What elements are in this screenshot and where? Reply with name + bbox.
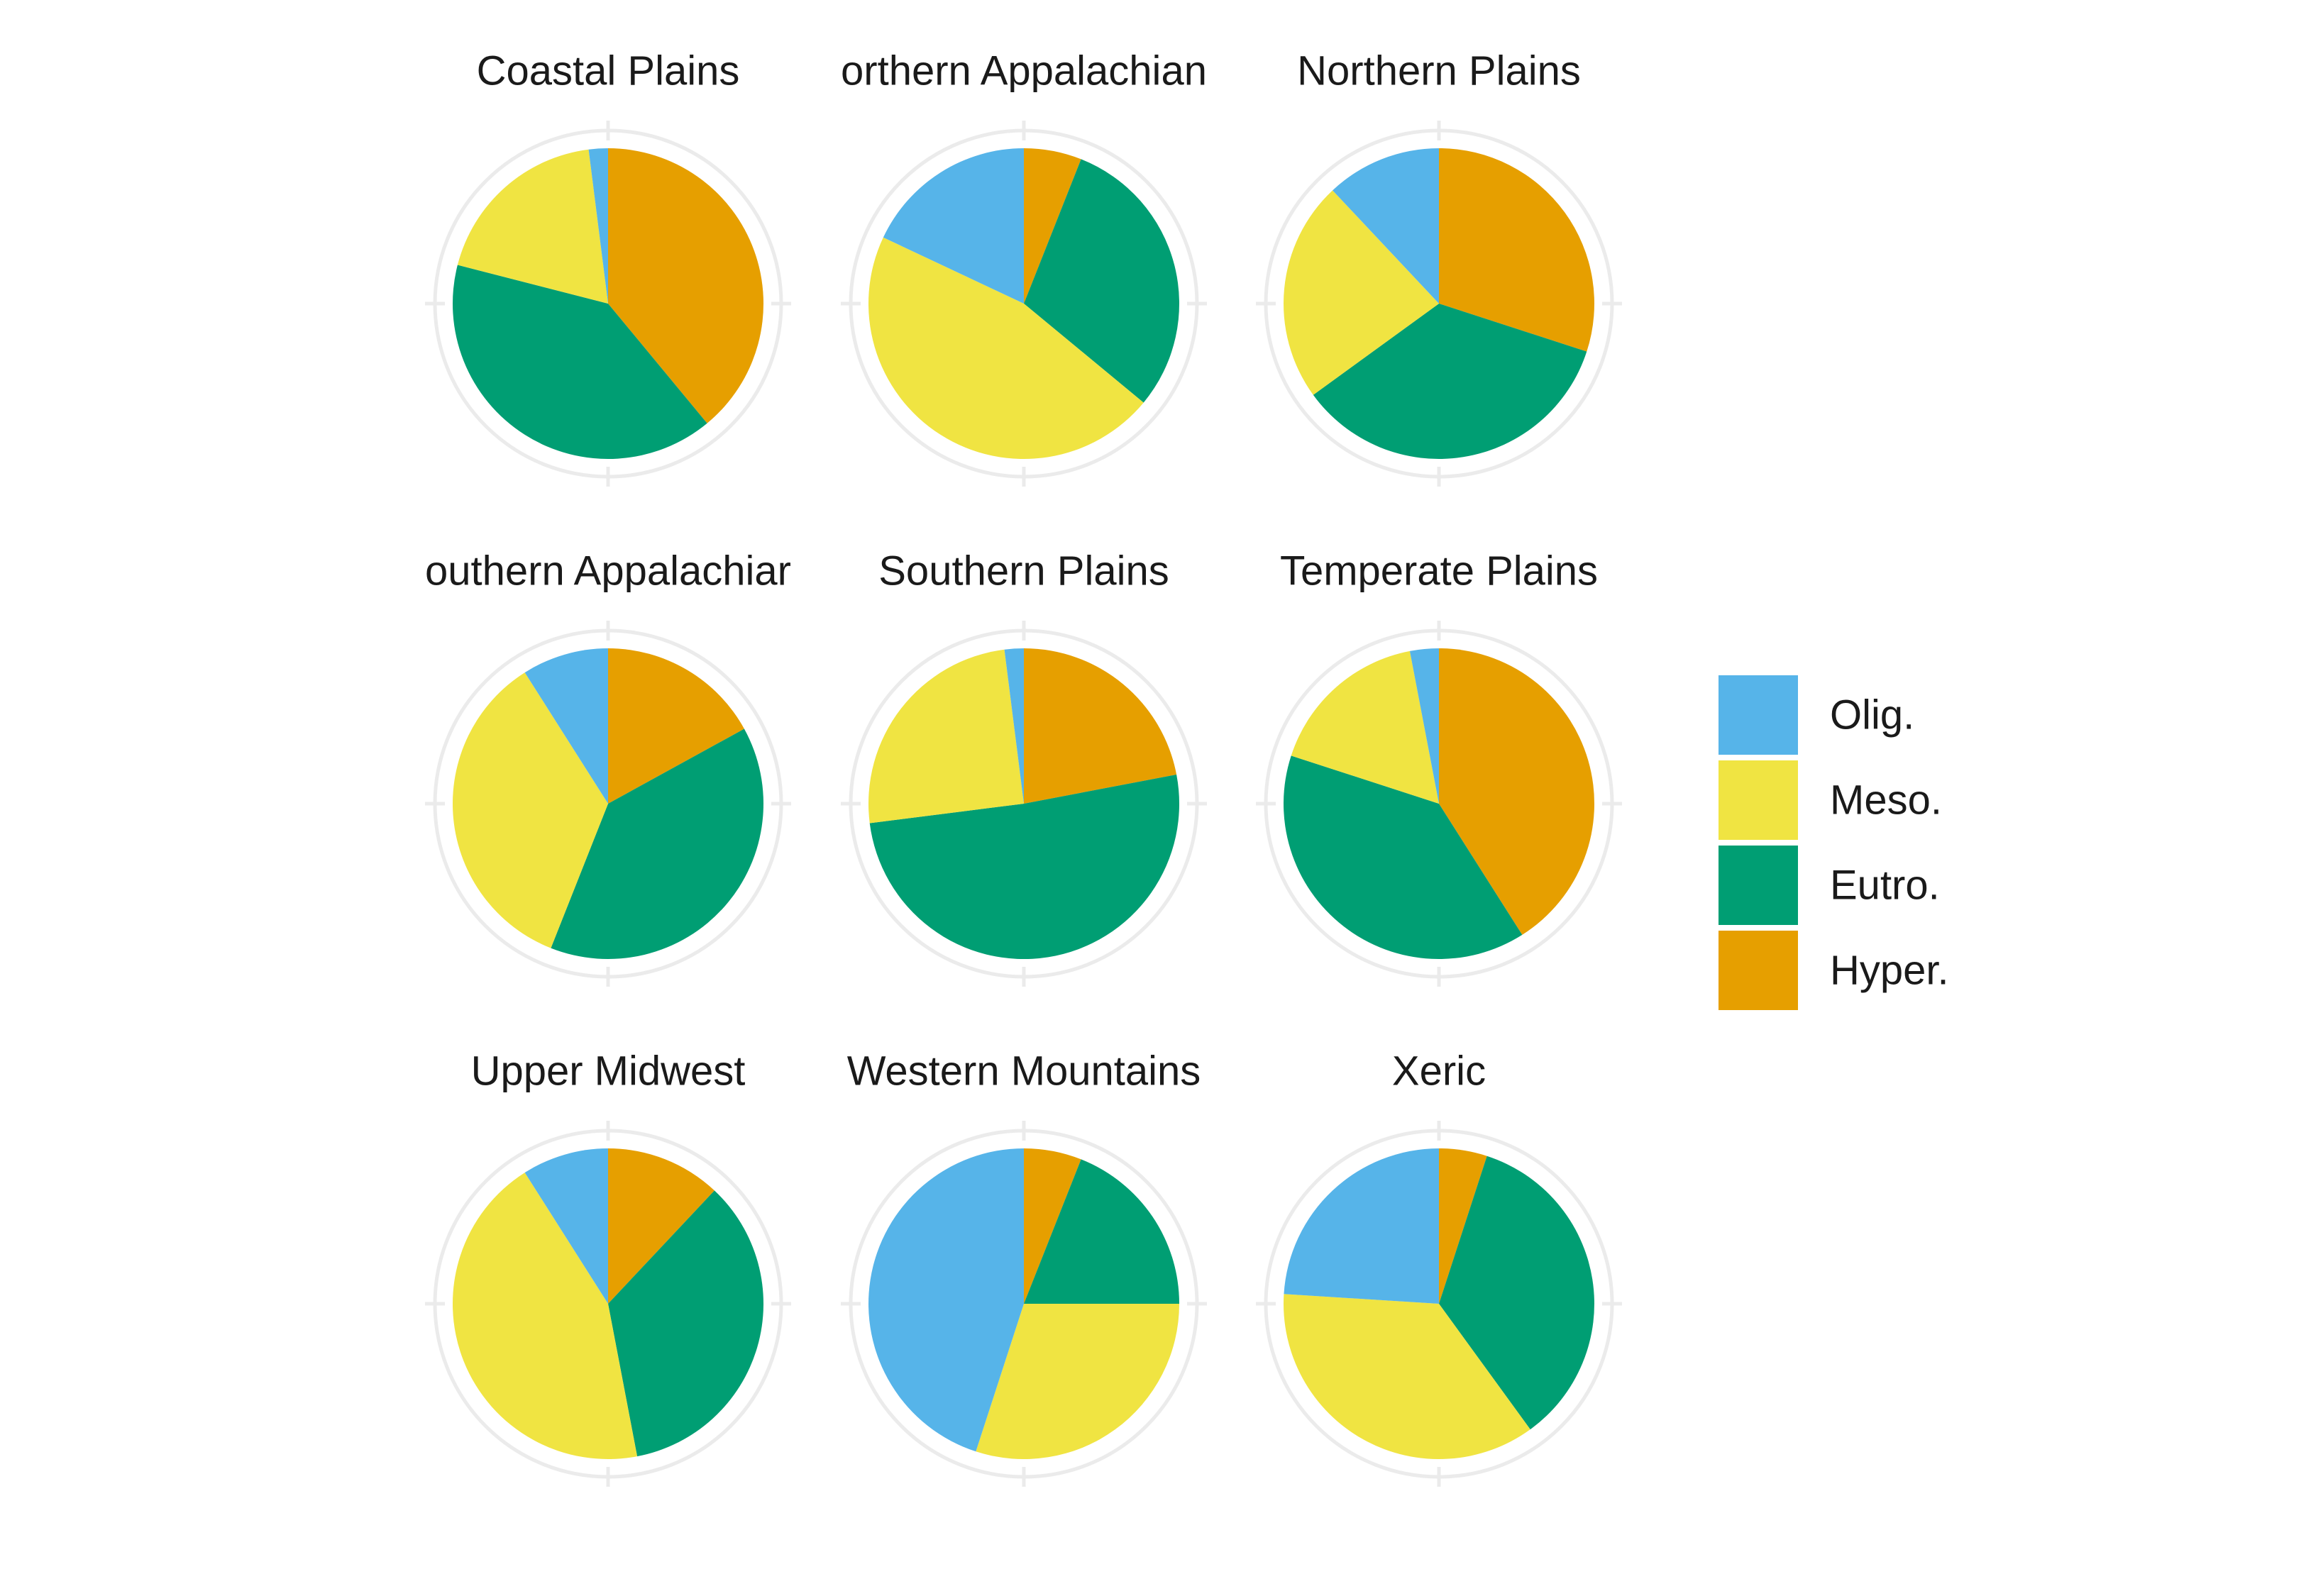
slice-temperate-plains-hyper [1439, 648, 1595, 935]
slice-xeric-olig [1284, 1148, 1439, 1304]
slice-xeric-hyper [1439, 1148, 1487, 1304]
panel-southern-plains: Southern Plains [841, 548, 1207, 987]
slice-southern-appalachian-eutro [551, 728, 763, 959]
slice-coastal-plains-olig [588, 148, 608, 304]
slice-southern-plains-olig [1004, 648, 1024, 804]
slice-upper-midwest-eutro [608, 1190, 763, 1457]
slice-temperate-plains-eutro [1284, 755, 1523, 960]
panel-southern-appalachian: outhern Appalachiar [425, 548, 791, 987]
panel-northern-appalachian: orthern Appalachian [841, 48, 1207, 487]
slice-western-mountains-eutro [1024, 1159, 1179, 1304]
slice-northern-appalachian-meso [868, 237, 1144, 460]
slice-southern-appalachian-olig [524, 648, 608, 804]
slice-temperate-plains-meso [1291, 650, 1439, 804]
panel-title-southern-appalachian: outhern Appalachiar [425, 548, 791, 594]
panel-title-northern-plains: Northern Plains [1297, 48, 1581, 94]
slice-southern-plains-eutro [869, 774, 1180, 960]
slice-coastal-plains-eutro [453, 265, 707, 460]
panel-xeric: Xeric [1256, 1048, 1622, 1487]
slice-northern-plains-hyper [1439, 148, 1594, 352]
panel-title-temperate-plains: Temperate Plains [1280, 548, 1598, 594]
slice-upper-midwest-hyper [608, 1148, 715, 1304]
slice-xeric-eutro [1439, 1156, 1594, 1430]
slice-coastal-plains-meso [457, 149, 608, 304]
legend-key-olig [1719, 675, 1798, 755]
legend-item-olig: Olig. [1719, 675, 1914, 755]
slice-coastal-plains-hyper [608, 148, 764, 423]
panel-northern-plains: Northern Plains [1256, 48, 1622, 487]
slice-temperate-plains-olig [1409, 648, 1439, 804]
slice-western-mountains-meso [976, 1304, 1179, 1459]
panel-title-northern-appalachian: orthern Appalachian [841, 48, 1207, 94]
slice-southern-plains-meso [868, 649, 1024, 824]
slice-northern-plains-meso [1284, 190, 1439, 395]
legend-label-olig: Olig. [1830, 692, 1914, 738]
legend-label-meso: Meso. [1830, 777, 1942, 824]
slice-southern-plains-hyper [1024, 648, 1177, 804]
legend-item-hyper: Hyper. [1719, 931, 1949, 1010]
legend-key-eutro [1719, 846, 1798, 925]
facet-panels: Coastal Plains orthern Appalachian Norther… [425, 48, 1622, 1487]
slice-northern-plains-olig [1333, 148, 1439, 304]
panel-title-xeric: Xeric [1392, 1048, 1486, 1095]
slice-southern-appalachian-meso [452, 672, 608, 948]
panel-temperate-plains: Temperate Plains [1256, 548, 1622, 987]
panel-title-coastal-plains: Coastal Plains [477, 48, 740, 94]
legend-label-eutro: Eutro. [1830, 863, 1940, 909]
legend-label-hyper: Hyper. [1830, 948, 1949, 994]
slice-upper-midwest-olig [524, 1148, 608, 1304]
panel-title-southern-plains: Southern Plains [878, 548, 1169, 594]
slice-northern-appalachian-olig [883, 148, 1024, 304]
panel-title-upper-midwest: Upper Midwest [471, 1048, 746, 1095]
slice-northern-plains-eutro [1313, 304, 1587, 459]
slice-southern-appalachian-hyper [608, 648, 744, 804]
panel-title-western-mountains: Western Mountains [847, 1048, 1201, 1095]
panel-upper-midwest: Upper Midwest [425, 1048, 791, 1487]
legend-item-eutro: Eutro. [1719, 846, 1940, 925]
slice-upper-midwest-meso [452, 1173, 638, 1460]
legend: Olig. Meso. Eutro. Hyper. [1719, 675, 1949, 1010]
panel-western-mountains: Western Mountains [841, 1048, 1207, 1487]
legend-key-hyper [1719, 931, 1798, 1010]
panel-coastal-plains: Coastal Plains [425, 48, 791, 487]
slice-northern-appalachian-hyper [1024, 148, 1081, 304]
slice-northern-appalachian-eutro [1024, 159, 1180, 403]
slice-western-mountains-hyper [1024, 1148, 1081, 1304]
legend-key-meso [1719, 760, 1798, 840]
slice-xeric-meso [1283, 1294, 1530, 1459]
legend-item-meso: Meso. [1719, 760, 1942, 840]
slice-western-mountains-olig [868, 1148, 1024, 1452]
